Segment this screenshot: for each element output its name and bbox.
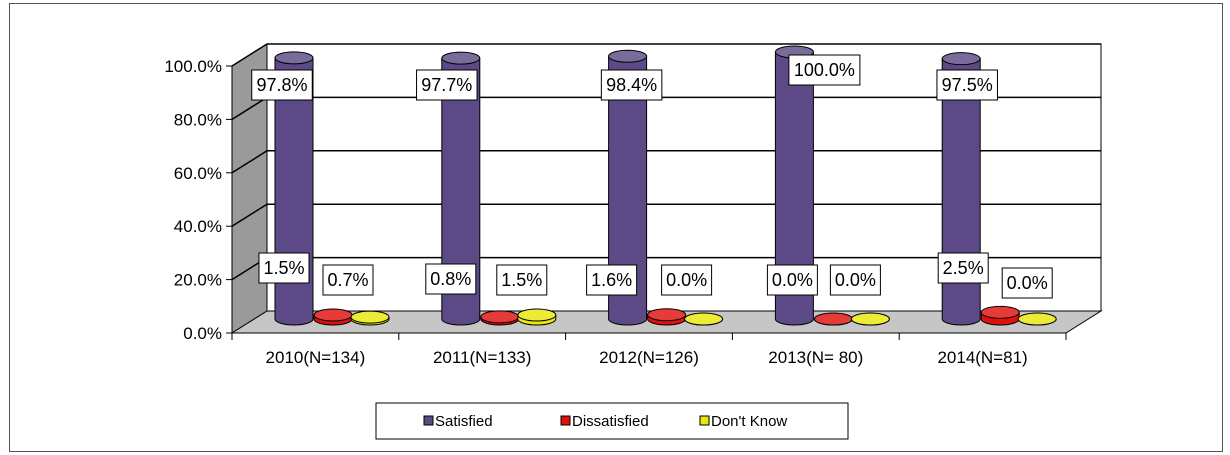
x-category-label: 2011(N=133) [433, 348, 531, 367]
data-label: 1.5% [501, 270, 542, 290]
bar-cylinder [850, 312, 890, 326]
x-category-label: 2010(N=134) [266, 348, 366, 367]
data-label-box [766, 264, 818, 296]
bar-top [684, 312, 724, 326]
bar-top [441, 51, 481, 65]
data-label: 0.0% [835, 270, 876, 290]
bar-top [813, 312, 853, 326]
data-label: 97.5% [942, 75, 993, 95]
legend-swatch [699, 415, 710, 426]
x-category-label: 2012(N=126) [599, 348, 699, 367]
data-label-box [937, 252, 989, 284]
data-label-box [661, 264, 713, 296]
legend-label: Don't Know [711, 413, 787, 430]
y-tick-label: 0.0% [183, 324, 222, 343]
legend-swatch [560, 415, 571, 426]
bar-top [941, 52, 981, 66]
data-label-box [600, 69, 663, 101]
bar-cylinder [350, 310, 390, 326]
data-label: 97.7% [421, 75, 472, 95]
bar-top [647, 308, 687, 322]
legend-label: Satisfied [435, 413, 493, 430]
y-tick-label: 40.0% [174, 217, 222, 236]
data-label: 0.7% [327, 270, 368, 290]
bar-top [608, 49, 648, 63]
bar-body [441, 57, 481, 326]
data-label: 0.8% [430, 269, 471, 289]
x-category-label: 2014(N=81) [937, 348, 1027, 367]
bar-cylinder [684, 312, 724, 326]
bar-top [274, 51, 314, 65]
bar-cylinder [517, 308, 557, 326]
bar-top [313, 308, 353, 322]
data-label: 100.0% [794, 60, 855, 80]
data-label-box [829, 264, 881, 296]
bar-cylinder [980, 305, 1020, 326]
data-label: 0.0% [772, 270, 813, 290]
bar-body [608, 55, 648, 326]
legend-label: Dissatisfied [572, 413, 649, 430]
gridline-side [231, 43, 268, 67]
data-label-box [788, 54, 861, 86]
bar-body [774, 51, 814, 326]
bar-top [980, 305, 1020, 319]
bar-cylinder [647, 308, 687, 326]
bar-cylinder [441, 51, 481, 326]
data-label-box [1001, 267, 1053, 299]
bar-top [350, 310, 390, 324]
y-tick-label: 20.0% [174, 271, 222, 290]
y-tick-label: 80.0% [174, 110, 222, 129]
data-label-box [425, 263, 477, 295]
bar-cylinder [480, 310, 520, 326]
legend-box [375, 402, 849, 440]
bar-cylinder [608, 49, 648, 326]
data-label: 1.6% [591, 270, 632, 290]
bar-top [850, 312, 890, 326]
bar-cylinder [1017, 312, 1057, 326]
data-label-box [586, 264, 638, 296]
data-label-box [936, 69, 998, 101]
data-label-box [258, 252, 310, 284]
x-category-label: 2013(N= 80) [768, 348, 863, 367]
y-tick-label: 60.0% [174, 164, 222, 183]
bar-cylinder [313, 308, 353, 326]
data-label: 98.4% [606, 75, 657, 95]
bar-cylinder [774, 45, 814, 326]
data-label: 0.0% [666, 270, 707, 290]
gridline-side [231, 203, 268, 227]
data-label-box [416, 69, 478, 101]
bar-cylinder [813, 312, 853, 326]
y-tick-label: 100.0% [164, 57, 222, 76]
data-label: 97.8% [256, 75, 307, 95]
gridline-side [231, 150, 268, 174]
data-label: 2.5% [943, 258, 984, 278]
bar-top [480, 310, 520, 324]
data-label: 0.0% [1007, 273, 1048, 293]
data-label-box [496, 264, 548, 296]
bar-top [1017, 312, 1057, 326]
data-label-box [251, 69, 313, 101]
data-label: 1.5% [263, 258, 304, 278]
bar-top [517, 308, 557, 322]
gridline-side [231, 96, 268, 121]
legend-swatch [423, 415, 434, 426]
data-label-box [322, 264, 374, 296]
